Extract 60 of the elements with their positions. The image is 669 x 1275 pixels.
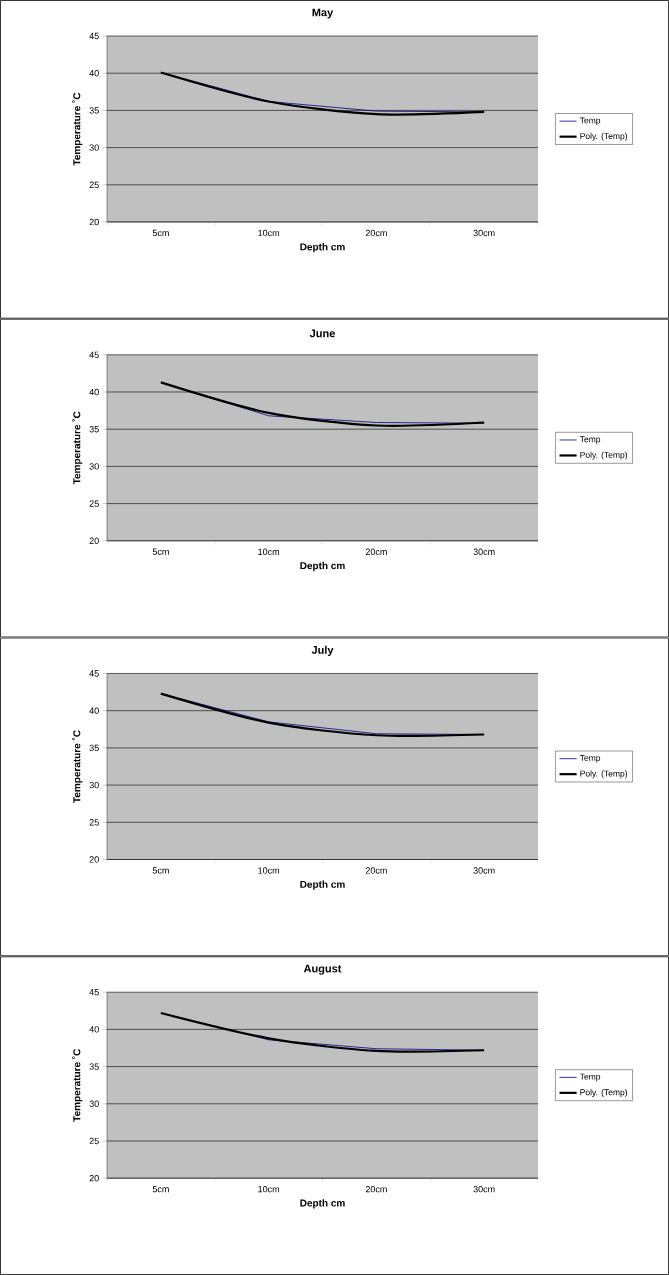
y-tick-label: 30 [89,781,99,789]
y-tick-label: 40 [89,70,99,77]
chart-title: July [311,645,334,656]
legend-label: Temp [579,117,601,126]
y-tick-label: 25 [89,1137,99,1145]
legend-label: Temp [579,436,601,444]
y-axis-title: Temperature ˚C [72,411,83,485]
x-axis-title: Depth cm [300,880,345,890]
x-tick-label: 30cm [473,229,495,237]
y-tick-label: 35 [89,426,99,433]
y-tick-label: 20 [89,856,99,863]
x-tick-label: 20cm [365,867,387,874]
x-axis-title: Depth cm [300,561,345,572]
chart-title: August [303,964,342,975]
legend-label: Poly. (Temp) [580,132,628,141]
y-tick-label: 45 [89,32,99,40]
y-axis-title: Temperature ˚C [72,1048,83,1122]
chart-title: May [312,8,334,19]
y-tick-label: 35 [89,1063,99,1070]
x-tick-label: 30cm [473,867,495,874]
x-tick-label: 10cm [258,548,280,555]
y-tick-label: 30 [89,463,99,470]
x-tick-label: 10cm [258,229,280,237]
x-tick-label: 30cm [473,1185,495,1193]
legend-label: Poly. (Temp) [580,451,628,460]
legend-label: Poly. (Temp) [580,1089,628,1097]
y-tick-label: 20 [89,218,99,226]
y-tick-label: 20 [89,537,99,544]
y-tick-label: 25 [89,500,99,507]
x-tick-label: 20cm [365,1185,387,1193]
y-tick-label: 40 [89,1026,99,1033]
x-tick-label: 5cm [152,1185,169,1193]
x-axis-title: Depth cm [300,243,345,253]
y-tick-label: 20 [89,1175,99,1182]
y-tick-label: 35 [89,107,99,114]
x-tick-label: 10cm [258,1185,280,1193]
y-tick-label: 45 [89,351,99,358]
y-tick-label: 25 [89,181,99,188]
legend-label: Temp [579,754,601,763]
legend-label: Poly. (Temp) [580,770,628,779]
x-tick-label: 20cm [365,548,387,555]
y-tick-label: 25 [89,819,99,826]
y-tick-label: 45 [89,670,99,677]
y-tick-label: 35 [89,744,99,752]
y-tick-label: 40 [89,388,99,396]
chart-title: June [309,329,335,338]
y-tick-label: 40 [89,707,99,714]
x-tick-label: 5cm [152,548,169,555]
y-tick-label: 30 [89,144,99,151]
x-tick-label: 5cm [152,867,169,874]
y-axis-title: Temperature ˚C [72,730,83,803]
x-tick-label: 20cm [365,229,387,237]
x-tick-label: 5cm [152,229,169,237]
x-tick-label: 10cm [258,867,280,874]
x-axis-title: Depth cm [300,1199,345,1209]
y-tick-label: 30 [89,1100,99,1107]
legend-label: Temp [579,1073,601,1082]
y-axis-title: Temperature ˚C [72,92,83,166]
y-tick-label: 45 [89,989,99,996]
x-tick-label: 30cm [473,548,495,555]
